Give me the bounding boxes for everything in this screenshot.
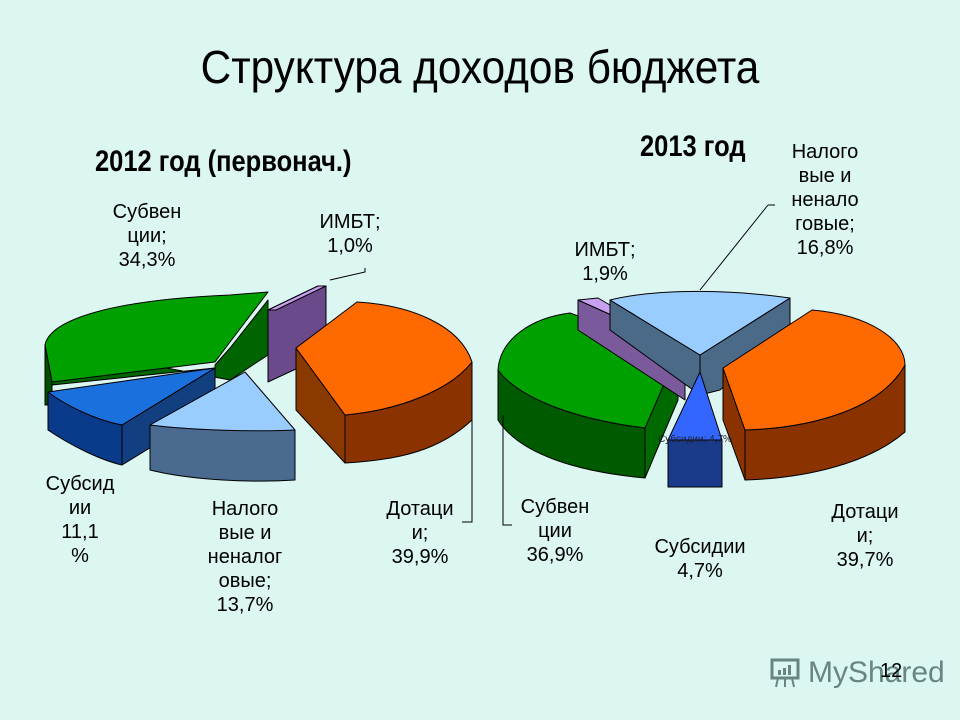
chart-2013-title: 2013 год [640, 130, 746, 163]
label-2012-subvencii: Субвен ции; 34,3% [112, 201, 182, 271]
label-2013-subsidii-inner: Субсидии; 4,7% [658, 434, 732, 445]
label-2012-dotacii: Дотаци и; 39,9% [386, 498, 454, 568]
label-2012-imbt: ИМБТ; 1,0% [319, 211, 381, 257]
watermark: MyShared [768, 656, 945, 690]
label-2013-dotacii: Дотаци и; 39,7% [831, 501, 899, 571]
page-number: 12 [880, 660, 903, 682]
pie-2012 [44, 285, 473, 482]
pie-2013 [497, 290, 906, 488]
watermark-text: MyShared [808, 656, 945, 689]
label-2013-subsidii: Субсидии 4,7% [654, 536, 746, 582]
label-2013-subvencii: Субвен ции 36,9% [520, 496, 590, 566]
label-2012-nalogovye: Налого вые и неналог овые; 13,7% [207, 498, 283, 616]
slide-title: Структура доходов бюджета [200, 41, 760, 93]
presentation-board-icon [770, 658, 800, 688]
chart-2012-title: 2012 год (первонач.) [95, 145, 352, 178]
label-2013-imbt: ИМБТ; 1,9% [574, 239, 636, 285]
label-2012-subsidii: Субсид ии 11,1 % [45, 473, 115, 567]
label-2013-nalogovye: Налого вые и ненало говые; 16,8% [791, 141, 859, 259]
